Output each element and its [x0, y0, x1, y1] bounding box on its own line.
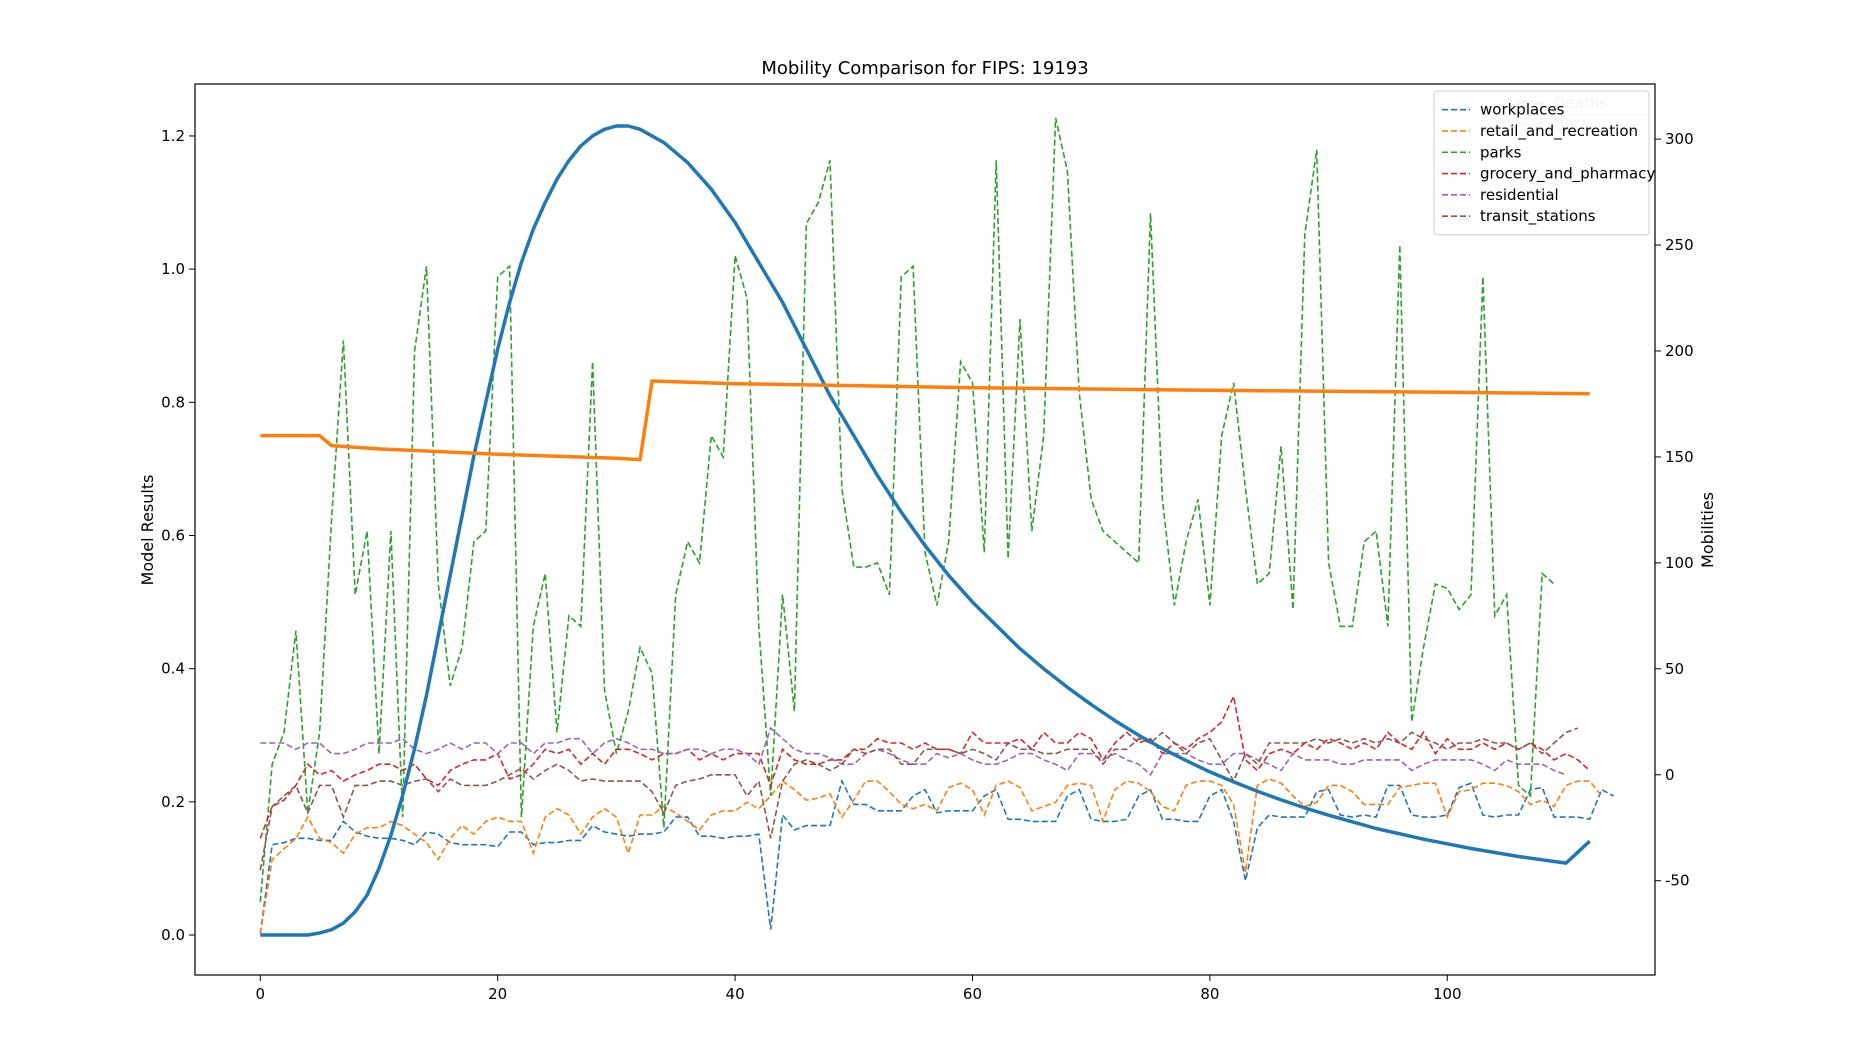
y-right-tick-label: 0: [1665, 766, 1675, 784]
y-left-tick-label: 0.2: [161, 793, 185, 811]
series-line-deaths: [260, 124, 1591, 937]
y-right-tick-label: 50: [1665, 660, 1684, 678]
y-left-tick-label: 0.0: [161, 926, 185, 944]
y-left-tick-label: 0.4: [161, 660, 185, 678]
legend-label-transit-stations: transit_stations: [1480, 207, 1596, 226]
plot-series: [259, 117, 1614, 937]
y-axis-left: 0.0 0.2 0.4 0.6 0.8 1.0 1.2: [161, 127, 195, 944]
legend-label-grocery-and-pharmacy: grocery_and_pharmacy: [1480, 165, 1655, 184]
x-axis: 0 20 40 60 80 100: [256, 975, 1462, 1003]
series-line-parks: [259, 117, 1555, 902]
mobility-legend-box: [1433, 90, 1650, 236]
y-left-tick-label: 0.8: [161, 393, 185, 411]
y-right-tick-label: 250: [1665, 236, 1694, 254]
y-axis-right: -50 0 50 100 150 200 250 300: [1655, 130, 1694, 890]
y-left-tick-label: 0.6: [161, 526, 185, 544]
series-line-beta: [260, 379, 1590, 462]
x-tick-label: 80: [1200, 985, 1219, 1003]
chart-title: Mobility Comparison for FIPS: 19193: [761, 58, 1088, 79]
y-right-tick-label: 150: [1665, 448, 1694, 466]
y-axis-right-label: Mobilities: [1698, 492, 1717, 568]
x-tick-label: 100: [1433, 985, 1462, 1003]
y-left-tick-label: 1.0: [161, 260, 185, 278]
series-line-workplaces: [259, 778, 1614, 934]
series-line-residential: [260, 726, 1567, 777]
x-tick-label: 0: [256, 985, 266, 1003]
y-right-tick-label: -50: [1665, 872, 1690, 890]
series-line-retail-and-recreation: [259, 778, 1603, 934]
y-left-tick-label: 1.2: [161, 127, 185, 145]
y-right-tick-label: 300: [1665, 130, 1694, 148]
legend-label-workplaces: workplaces: [1480, 101, 1565, 119]
x-tick-label: 60: [963, 985, 982, 1003]
x-tick-label: 40: [726, 985, 745, 1003]
legend-label-parks: parks: [1480, 143, 1522, 161]
series-line-transit-stations: [259, 727, 1579, 871]
series-line-grocery-and-pharmacy: [259, 693, 1591, 839]
y-axis-left-label: Model Results: [138, 475, 157, 586]
legend-label-residential: residential: [1480, 186, 1559, 204]
x-tick-label: 20: [488, 985, 507, 1003]
legend: DeathsBetaworkplacesretail_and_recreatio…: [1433, 90, 1655, 236]
y-right-tick-label: 200: [1665, 342, 1694, 360]
plot-frame: [194, 83, 1656, 976]
legend-label-retail-and-recreation: retail_and_recreation: [1480, 122, 1638, 141]
y-right-tick-label: 100: [1665, 554, 1694, 572]
